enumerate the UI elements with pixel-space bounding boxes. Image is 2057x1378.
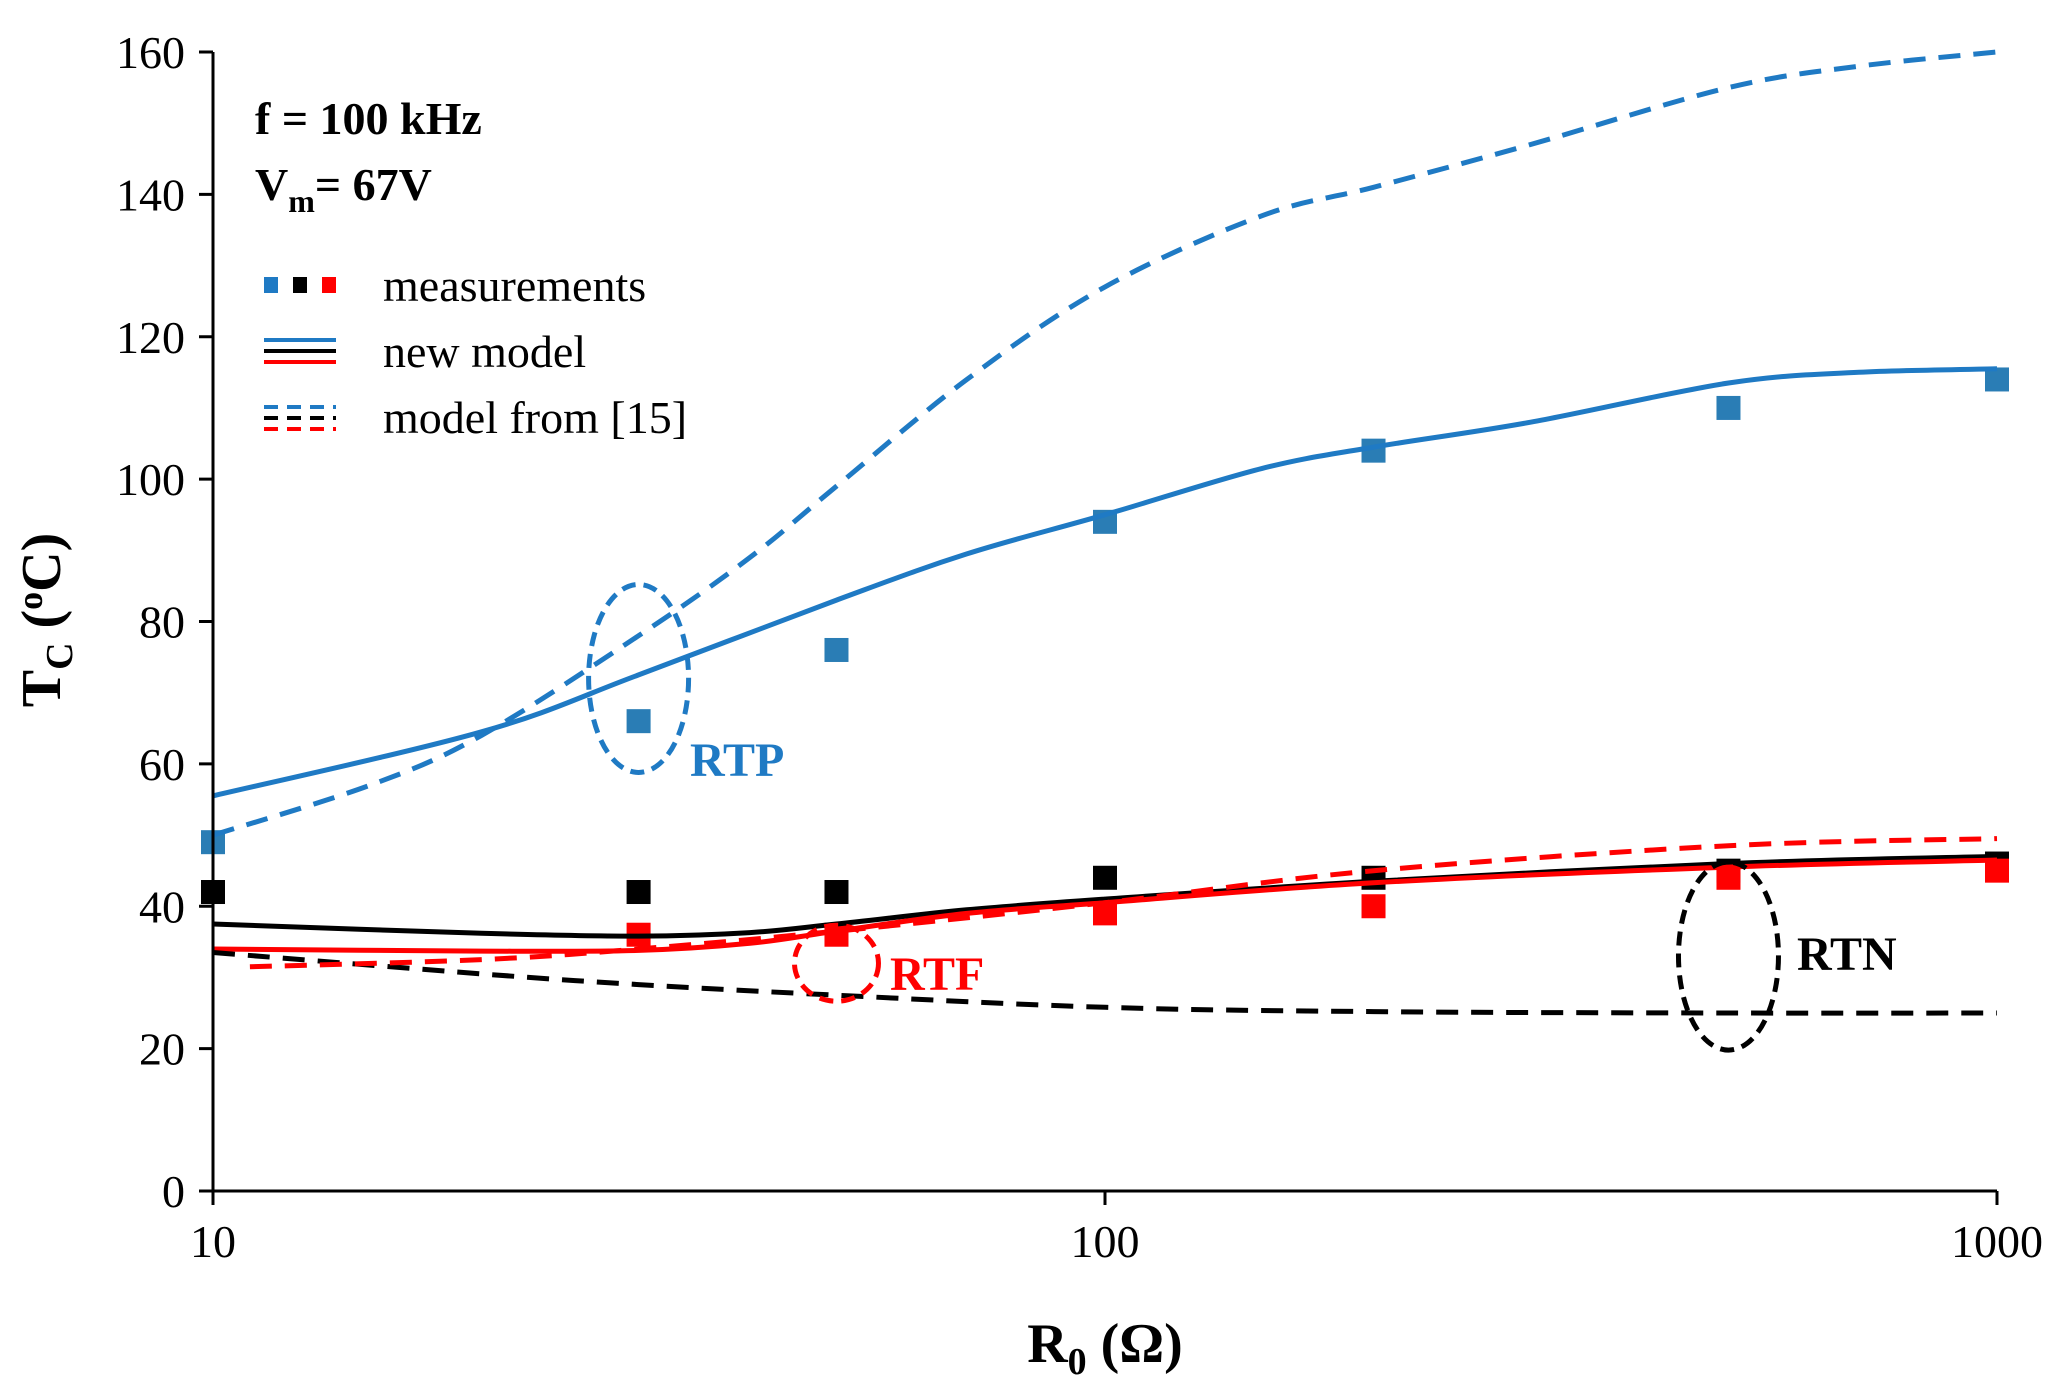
annotation-rtn: RTN [1797, 928, 1897, 981]
rtp-measurement-point [626, 709, 651, 734]
x-axis-ticks: 10 100 1000 [190, 1191, 2043, 1267]
rtf-new-model-curve [212, 857, 1998, 954]
rtp-group-ellipse [586, 581, 692, 775]
frequency-label: f = 100 kHz [255, 93, 482, 144]
y-tick-label: 160 [116, 27, 185, 78]
rtn-group-ellipse [1675, 859, 1781, 1053]
y-axis-title: TC (oC) [10, 533, 81, 708]
x-tick-label: 1000 [1951, 1216, 2043, 1267]
annotation-rtp: RTP [690, 734, 784, 787]
rtn-measurement-point [824, 880, 849, 905]
annotation-rtf: RTF [890, 948, 984, 1001]
y-tick-label: 100 [116, 454, 185, 505]
legend-marker-rtf [322, 277, 336, 293]
legend: measurements new model model from [15] [264, 260, 687, 443]
rtf-group-ellipse [791, 922, 881, 1004]
data-points [201, 367, 2009, 947]
legend-marker-rtn [293, 277, 307, 293]
y-axis-ticks: 0 20 40 60 80 100 120 140 160 [116, 27, 213, 1217]
model-curves [212, 49, 1998, 1016]
rtn-new-model-curve [212, 853, 1998, 939]
y-tick-label: 140 [116, 169, 185, 220]
rtn-measurement-point [626, 880, 651, 905]
y-tick-label: 60 [139, 739, 185, 790]
y-tick-label: 120 [116, 312, 185, 363]
voltage-label: Vm= 67V [255, 159, 432, 219]
legend-old-model-label: model from [15] [383, 392, 687, 443]
legend-new-model-key [264, 338, 336, 364]
legend-measurements-key [264, 277, 336, 293]
legend-old-model-key [264, 405, 336, 431]
rtf-model-from-15-curve [249, 836, 1998, 970]
y-tick-label: 0 [162, 1166, 185, 1217]
rtn-model-from-15-curve [212, 950, 1998, 1016]
y-tick-label: 20 [139, 1024, 185, 1075]
rtf-measurement-point [1361, 894, 1386, 919]
rtp-new-model-curve [212, 366, 1998, 799]
y-tick-label: 80 [139, 597, 185, 648]
annotation-ellipses [586, 581, 1781, 1053]
rtp-model-from-15-curve [212, 49, 1998, 838]
x-tick-label: 100 [1071, 1216, 1140, 1267]
y-tick-label: 40 [139, 881, 185, 932]
x-axis-title: R0 (Ω) [1027, 1313, 1183, 1378]
legend-marker-rtp [264, 277, 278, 293]
rtp-measurement-point [824, 637, 849, 662]
rtn-measurement-point [1093, 865, 1117, 890]
legend-measurements-label: measurements [383, 260, 646, 311]
x-tick-label: 10 [190, 1216, 236, 1267]
legend-new-model-label: new model [383, 326, 586, 377]
rtp-measurement-point [1716, 395, 1741, 420]
